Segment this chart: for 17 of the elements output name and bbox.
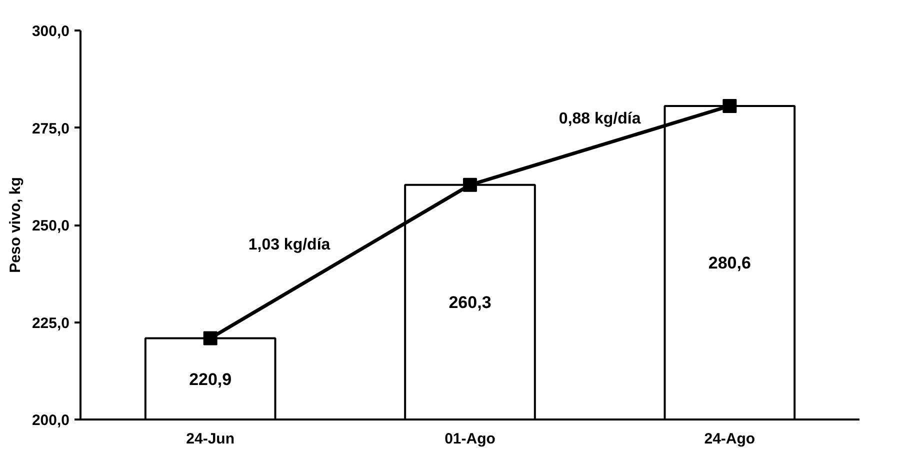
x-tick-label: 24-Jun — [186, 430, 235, 448]
annotation: 1,03 kg/día — [248, 236, 330, 254]
data-label: 220,9 — [189, 370, 232, 389]
annotation: 0,88 kg/día — [558, 110, 641, 128]
y-tick-label: 275,0 — [32, 120, 70, 138]
point — [722, 98, 737, 113]
data-label: 260,3 — [448, 293, 492, 312]
y-axis-title: Peso vivo, kg — [6, 177, 24, 273]
y-tick-label: 225,0 — [32, 314, 70, 332]
point — [203, 331, 218, 346]
x-tick-label: 01-Ago — [444, 430, 496, 448]
data-label: 280,6 — [708, 254, 751, 273]
y-tick-label: 200,0 — [32, 412, 70, 429]
y-tick-label: 250,0 — [32, 218, 70, 234]
x-tick-label: 24-Ago — [704, 430, 756, 448]
y-tick-label: 300,0 — [32, 23, 70, 40]
point — [463, 178, 477, 192]
